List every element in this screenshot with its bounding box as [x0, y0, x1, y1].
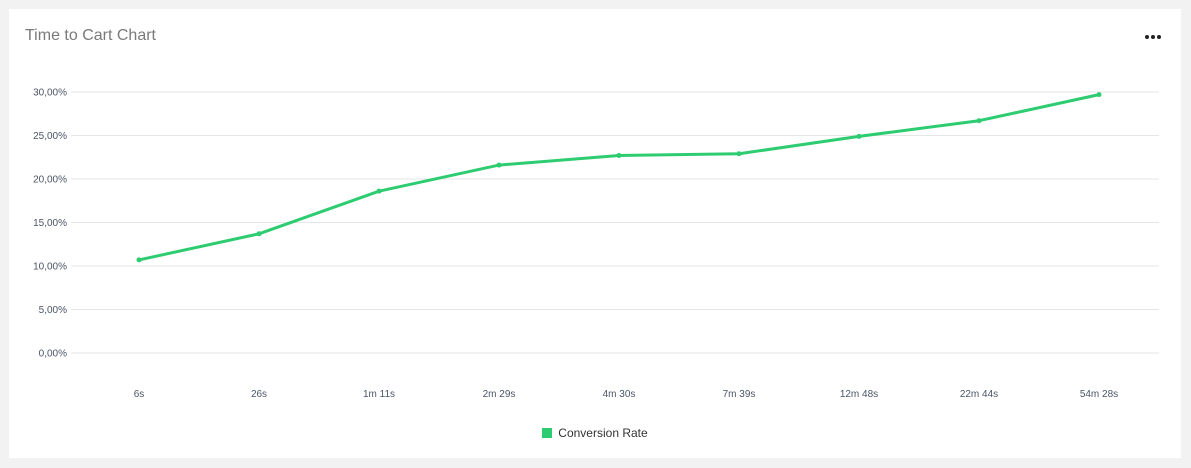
data-point: [256, 231, 262, 237]
x-tick-label: 12m 48s: [840, 389, 878, 400]
data-point: [1096, 92, 1102, 98]
series-line: [137, 93, 1101, 262]
chart-title: Time to Cart Chart: [25, 27, 156, 44]
x-tick-label: 1m 11s: [363, 389, 395, 400]
y-tick-label: 10,00%: [33, 262, 67, 273]
x-tick-label: 7m 39s: [723, 389, 756, 400]
data-point: [736, 151, 742, 157]
data-point: [616, 153, 622, 159]
chart-card: Time to Cart Chart 0,00% 5,00% 10,00% 15,00…: [9, 9, 1181, 458]
y-tick-label: 5,00%: [39, 305, 67, 316]
x-tick-label: 6s: [134, 389, 145, 400]
y-tick-label: 25,00%: [33, 131, 67, 142]
data-point: [976, 118, 982, 124]
more-options-icon[interactable]: [1143, 27, 1163, 47]
x-tick-label: 22m 44s: [960, 389, 998, 400]
line-chart: 0,00% 5,00% 10,00% 15,00% 20,00% 25,00% 30,00%…: [33, 88, 1159, 400]
data-point: [376, 188, 382, 194]
chart-legend[interactable]: Conversion Rate: [9, 426, 1181, 440]
legend-swatch: [542, 428, 553, 438]
y-tick-label: 20,00%: [33, 175, 67, 186]
x-tick-label: 2m 29s: [483, 389, 516, 400]
x-tick-label: 26s: [251, 389, 267, 400]
more-dot-2: [1151, 35, 1155, 39]
data-point: [136, 257, 142, 263]
x-tick-label: 4m 30s: [603, 389, 636, 400]
more-dot-1: [1145, 35, 1149, 39]
data-point: [856, 133, 862, 139]
more-dot-3: [1157, 35, 1161, 39]
y-tick-label: 15,00%: [33, 218, 67, 229]
legend-label: Conversion Rate: [558, 426, 648, 440]
data-point: [496, 162, 502, 168]
x-tick-label: 54m 28s: [1080, 389, 1118, 400]
y-tick-label: 30,00%: [33, 88, 67, 99]
y-tick-label: 0,00%: [39, 349, 67, 360]
